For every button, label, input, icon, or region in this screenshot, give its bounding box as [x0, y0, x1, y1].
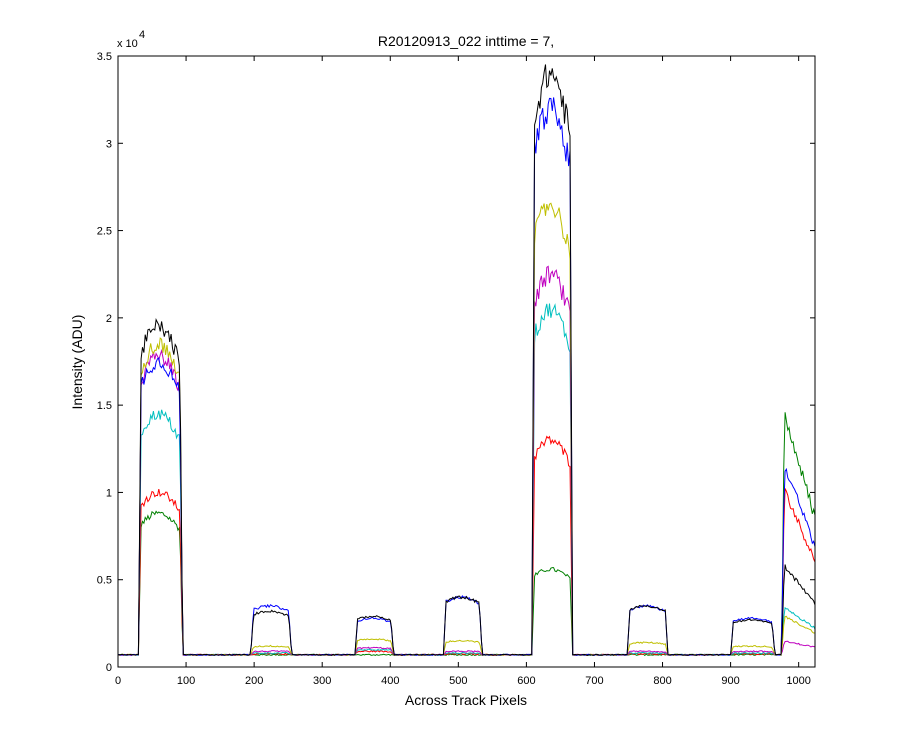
axes-box [117, 55, 816, 668]
x-axis-label: Across Track Pixels [405, 692, 527, 708]
x-tick-label: 400 [381, 675, 399, 687]
x-tick-label: 300 [313, 675, 331, 687]
x-axis-ticks: 0 100 200 300 400 500 600 700 800 900 1000 [115, 56, 811, 687]
y-axis-ticks: 0 0.5 1 1.5 2 2.5 3 3.5 [97, 51, 815, 674]
x-tick-label: 200 [245, 675, 263, 687]
x-tick-label: 1000 [786, 675, 810, 687]
y-tick-label: 2 [106, 313, 112, 325]
y-tick-label: 0 [106, 662, 112, 674]
x-tick-label: 800 [653, 675, 671, 687]
y-tick-label: 0.5 [97, 575, 112, 587]
y-tick-label: 3 [106, 138, 112, 150]
x-tick-label: 900 [721, 675, 739, 687]
x-tick-label: 0 [115, 675, 121, 687]
x-tick-label: 500 [449, 675, 467, 687]
y-axis-multiplier: x 10 [117, 38, 138, 50]
x-tick-label: 700 [585, 675, 603, 687]
y-tick-label: 3.5 [97, 51, 112, 63]
x-tick-label: 600 [517, 675, 535, 687]
y-tick-label: 1 [106, 487, 112, 499]
x-tick-label: 100 [177, 675, 195, 687]
y-axis-multiplier-exponent: 4 [139, 29, 145, 41]
series-line [118, 64, 816, 656]
y-tick-label: 2.5 [97, 226, 112, 238]
y-axis-label: Intensity (ADU) [69, 315, 85, 410]
chart-title: R20120913_022 inttime = 7, [378, 33, 554, 49]
plot-lines [117, 64, 816, 657]
y-tick-label: 1.5 [97, 400, 112, 412]
